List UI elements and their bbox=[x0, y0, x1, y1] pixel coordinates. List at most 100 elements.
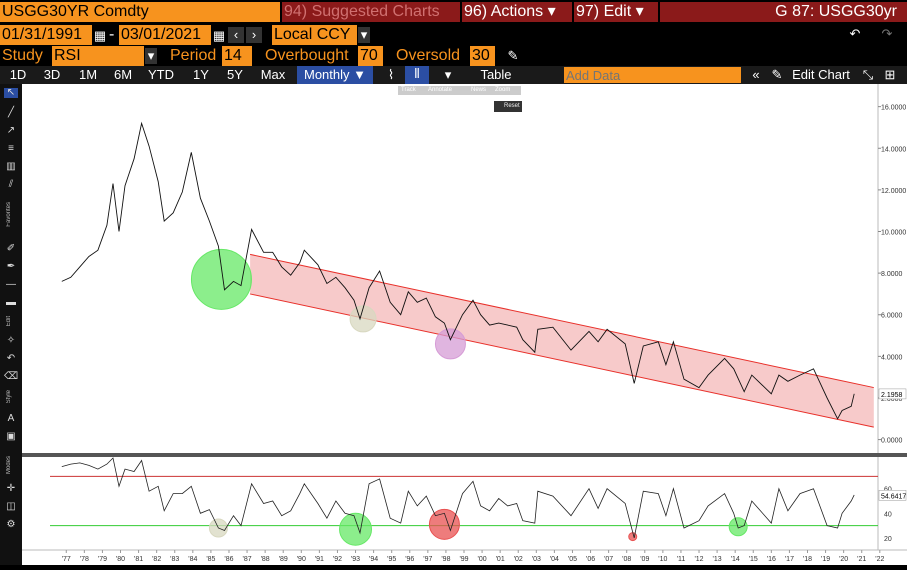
chevron-down-icon[interactable]: ▾ bbox=[444, 67, 452, 82]
x-tick-label: '80 bbox=[116, 556, 125, 563]
crosshair-icon[interactable]: ✛ bbox=[6, 483, 16, 494]
start-date-input[interactable]: 01/31/1991 bbox=[0, 25, 92, 45]
line-chart-icon[interactable]: ⌇ bbox=[387, 67, 395, 82]
x-tick-label: '84 bbox=[188, 556, 197, 563]
currency-select[interactable]: Local CCY bbox=[272, 25, 357, 45]
suggested-charts-button[interactable]: 94) Suggested Charts bbox=[282, 2, 460, 22]
settings-icon[interactable]: ⊞ bbox=[884, 67, 896, 82]
x-tick-label: '98 bbox=[441, 556, 450, 563]
oversold-input[interactable]: 30 bbox=[470, 46, 495, 66]
chevron-down-icon[interactable]: ▾ bbox=[358, 27, 370, 43]
resize-icon[interactable]: ⤡ bbox=[862, 67, 874, 82]
calendar-icon[interactable]: ▦ bbox=[93, 28, 107, 43]
x-tick-label: '14 bbox=[731, 556, 740, 563]
cog-icon[interactable]: ⚙ bbox=[6, 519, 16, 530]
calendar-icon[interactable]: ▦ bbox=[212, 28, 226, 43]
range-button[interactable]: YTD bbox=[148, 67, 174, 82]
ticker-field[interactable]: USGG30YR Comdty bbox=[0, 2, 280, 22]
price-highlight-circle bbox=[190, 248, 252, 310]
bar-chart-icon[interactable]: ⫴ bbox=[405, 66, 429, 84]
range-button[interactable]: 5Y bbox=[227, 67, 243, 82]
x-tick-label: '82 bbox=[152, 556, 161, 563]
brush-icon[interactable]: ✐ bbox=[6, 243, 16, 254]
magic-icon[interactable]: ✧ bbox=[6, 335, 16, 346]
undo-icon[interactable]: ↶ bbox=[6, 353, 16, 364]
range-toolbar: 1D 3D 1M 6M YTD 1Y 5Y Max Monthly ▼ ⌇ ⫴ … bbox=[0, 66, 907, 84]
table-button[interactable]: Table bbox=[480, 67, 512, 82]
study-label: Study bbox=[2, 47, 43, 64]
chevron-down-icon[interactable]: ▾ bbox=[145, 48, 157, 64]
range-button[interactable]: 1M bbox=[78, 67, 98, 82]
color-icon[interactable]: ▣ bbox=[6, 431, 16, 442]
end-date-input[interactable]: 03/01/2021 bbox=[119, 25, 211, 45]
price-tick-label: 14.0000 bbox=[881, 146, 906, 153]
trend-icon[interactable]: ↗ bbox=[6, 125, 16, 136]
x-tick-label: '20 bbox=[839, 556, 848, 563]
oversold-label: Oversold bbox=[396, 47, 461, 64]
redo-icon[interactable]: ↷ bbox=[881, 26, 893, 41]
lock-icon[interactable]: ◫ bbox=[6, 501, 16, 512]
price-series-line bbox=[61, 121, 855, 420]
price-tick-label: 16.0000 bbox=[881, 105, 906, 112]
x-tick-label: '89 bbox=[279, 556, 288, 563]
x-tick-label: '92 bbox=[333, 556, 342, 563]
period-input[interactable]: 14 bbox=[222, 46, 252, 66]
x-tick-label: '04 bbox=[550, 556, 559, 563]
chart-area[interactable]: 16.0000 14.0000 12.0000 10.0000 8.0000 6.0000… bbox=[22, 84, 907, 565]
pencil-icon[interactable]: ✎ bbox=[507, 48, 519, 63]
chart-title: G 87: USGG30yr bbox=[660, 2, 907, 22]
collapse-icon[interactable]: « bbox=[752, 67, 760, 82]
range-button[interactable]: 3D bbox=[43, 67, 61, 82]
font-icon[interactable]: A bbox=[7, 413, 15, 424]
reset-button[interactable]: Reset bbox=[494, 101, 522, 112]
range-button[interactable]: 1D bbox=[9, 67, 27, 82]
price-highlight-circle bbox=[349, 305, 377, 333]
ruler-icon[interactable]: ▬ bbox=[6, 297, 16, 308]
hline-icon[interactable]: — bbox=[6, 279, 16, 290]
edit-chart-button[interactable]: Edit Chart bbox=[792, 67, 850, 82]
mini-track-button[interactable]: Track bbox=[401, 87, 416, 93]
x-tick-label: '85 bbox=[206, 556, 215, 563]
range-button[interactable]: 1Y bbox=[193, 67, 209, 82]
channel-icon[interactable]: ⫽ bbox=[8, 179, 14, 190]
x-tick-label: '93 bbox=[351, 556, 360, 563]
range-button[interactable]: 6M bbox=[113, 67, 133, 82]
study-select[interactable]: RSI bbox=[52, 46, 144, 66]
mini-annotate-button[interactable]: Annotate bbox=[428, 87, 453, 93]
last-rsi-tag bbox=[878, 490, 907, 501]
x-tick-label: '13 bbox=[713, 556, 722, 563]
actions-menu[interactable]: 96) Actions ▾ bbox=[462, 2, 572, 22]
style-section-label: Style bbox=[6, 390, 12, 404]
chart-svg[interactable]: 16.0000 14.0000 12.0000 10.0000 8.0000 6.0000… bbox=[22, 84, 907, 565]
frequency-select[interactable]: Monthly ▼ bbox=[297, 66, 373, 84]
draw-line-icon[interactable]: ╱ bbox=[7, 107, 15, 118]
add-data-input[interactable] bbox=[564, 67, 741, 83]
x-tick-label: '19 bbox=[821, 556, 830, 563]
next-period-icon[interactable]: › bbox=[246, 27, 262, 43]
x-tick-label: '03 bbox=[532, 556, 541, 563]
clear-icon[interactable]: ⌫ bbox=[4, 371, 19, 382]
x-tick-label: '15 bbox=[749, 556, 758, 563]
fib-icon[interactable]: ≡ bbox=[8, 143, 14, 154]
x-tick-label: '96 bbox=[405, 556, 414, 563]
x-tick-label: '81 bbox=[134, 556, 143, 563]
cursor-icon[interactable]: ↖ bbox=[4, 88, 18, 98]
mini-toolbar: Track Annotate News Zoom bbox=[398, 86, 521, 95]
x-tick-label: '77 bbox=[62, 556, 71, 563]
grid-icon[interactable]: ▥ bbox=[6, 161, 16, 172]
x-tick-label: '01 bbox=[496, 556, 505, 563]
rsi-tick-label: 40 bbox=[884, 511, 892, 518]
price-tick-label: 6.0000 bbox=[881, 313, 903, 320]
x-tick-label: '21 bbox=[857, 556, 866, 563]
prev-period-icon[interactable]: ‹ bbox=[228, 27, 244, 43]
mini-zoom-button[interactable]: Zoom bbox=[495, 87, 511, 93]
mini-news-button[interactable]: News bbox=[471, 87, 487, 93]
overbought-input[interactable]: 70 bbox=[358, 46, 383, 66]
undo-icon[interactable]: ↶ bbox=[849, 26, 861, 41]
range-button[interactable]: Max bbox=[260, 67, 286, 82]
x-tick-label: '91 bbox=[315, 556, 324, 563]
pen-icon[interactable]: ✒ bbox=[6, 261, 16, 272]
x-tick-label: '12 bbox=[694, 556, 703, 563]
pencil-icon[interactable]: ✎ bbox=[771, 67, 783, 82]
edit-menu[interactable]: 97) Edit ▾ bbox=[574, 2, 658, 22]
